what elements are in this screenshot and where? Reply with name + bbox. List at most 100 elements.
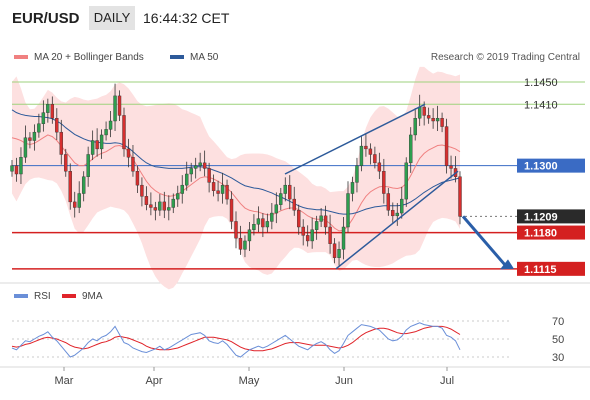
candle-body (126, 148, 131, 158)
legend-rsi-ma-label: 9MA (82, 291, 103, 302)
forecast-arrowhead (500, 259, 514, 270)
candle-body (409, 134, 413, 164)
candle-body (19, 157, 23, 175)
candle-body (220, 184, 225, 194)
candle-body (14, 165, 19, 175)
level-tag (517, 209, 585, 224)
candle-body (395, 212, 399, 217)
candle-body (77, 193, 81, 208)
candle-body (81, 176, 86, 194)
candle-body (176, 193, 180, 200)
candle-body (198, 162, 202, 166)
candle-body (90, 140, 95, 155)
rsi-line (11, 322, 461, 358)
candle-body (413, 118, 417, 136)
candle-body (55, 118, 59, 133)
candle-body (41, 112, 46, 124)
legend-rsi: RSI (14, 291, 51, 302)
candle-body (95, 140, 99, 150)
level-tag (517, 225, 585, 240)
x-tick-label: Jul (440, 375, 454, 387)
candle-body (207, 168, 211, 183)
candle-body (180, 184, 184, 194)
candle-body (440, 118, 444, 127)
level-label: 1.1300 (524, 161, 558, 173)
rsi-tick-label: 50 (552, 334, 564, 346)
candle-body (310, 229, 314, 242)
candle-body (108, 120, 113, 130)
x-tick-label: Jun (335, 375, 353, 387)
candle-body (64, 154, 68, 172)
candle-body (117, 95, 122, 116)
candle-body (350, 182, 355, 194)
level-label: 1.1209 (524, 211, 558, 223)
candle-body (32, 131, 37, 141)
candle-body (185, 173, 189, 186)
candle-body (144, 196, 149, 205)
bollinger-band (12, 66, 460, 290)
candle-body (283, 184, 287, 194)
candle-body (265, 221, 270, 228)
candle-body (435, 118, 440, 122)
timeframe-badge[interactable]: DAILY (89, 6, 135, 30)
candle-body (99, 134, 104, 150)
forecast-arrow (461, 215, 507, 266)
credit-text: Research © 2019 Trading Central (430, 52, 580, 63)
candle-body (243, 240, 247, 250)
candle-body (153, 207, 158, 211)
candle-body (305, 235, 310, 242)
candle-body (256, 218, 261, 225)
level-tag (517, 158, 585, 173)
channel-upper-line (284, 103, 426, 175)
candle-body (135, 171, 140, 186)
level-label: 1.1180 (524, 228, 557, 240)
candle-body (247, 229, 252, 242)
legend-rsi-label: RSI (34, 291, 51, 302)
ma50-swatch (170, 55, 184, 60)
candle-body (122, 115, 126, 150)
candle-body (279, 193, 283, 205)
candle-body (355, 165, 359, 183)
candle-body (171, 198, 175, 208)
ma50-line (11, 109, 461, 215)
level-label: 1.1450 (524, 77, 558, 89)
legend-bollinger-label: MA 20 + Bollinger Bands (34, 52, 144, 63)
candle-body (149, 204, 153, 208)
candle-body (229, 198, 234, 222)
candle-body (252, 224, 256, 230)
candle-body (59, 131, 63, 155)
candle-body (189, 168, 193, 175)
x-tick-label: May (239, 375, 260, 387)
candle-body (216, 190, 220, 194)
candle-body (211, 182, 216, 191)
candle-body (431, 118, 435, 122)
candle-body (386, 193, 391, 211)
rsi-tick-label: 30 (552, 352, 564, 364)
candle-body (23, 137, 28, 158)
candle-body (225, 184, 229, 200)
candle-body (73, 201, 77, 208)
rsi-ma-swatch (62, 294, 76, 299)
legend-ma50-label: MA 50 (190, 52, 219, 63)
candle-body (113, 95, 117, 122)
candle-body (444, 126, 449, 166)
candle-body (382, 171, 386, 194)
candle-body (400, 198, 404, 214)
candle-body (37, 123, 41, 133)
price-layer: 1.1450 1.1410 1.1300 1.1209 1.1180 1.1115 (10, 66, 585, 290)
candle-body (368, 148, 373, 155)
candle-body (319, 215, 323, 222)
candle-body (297, 210, 301, 228)
candle-body (328, 226, 332, 244)
x-tick-label: Mar (55, 375, 74, 387)
candle-body (10, 165, 14, 172)
candle-body (270, 212, 274, 222)
rsi-layer: 70 50 30 (11, 316, 564, 364)
candle-body (238, 237, 243, 250)
candle-body (373, 154, 377, 164)
candle-body (404, 162, 408, 200)
candle-body (46, 104, 50, 113)
candle-body (140, 184, 144, 197)
rsi-swatch (14, 294, 28, 299)
